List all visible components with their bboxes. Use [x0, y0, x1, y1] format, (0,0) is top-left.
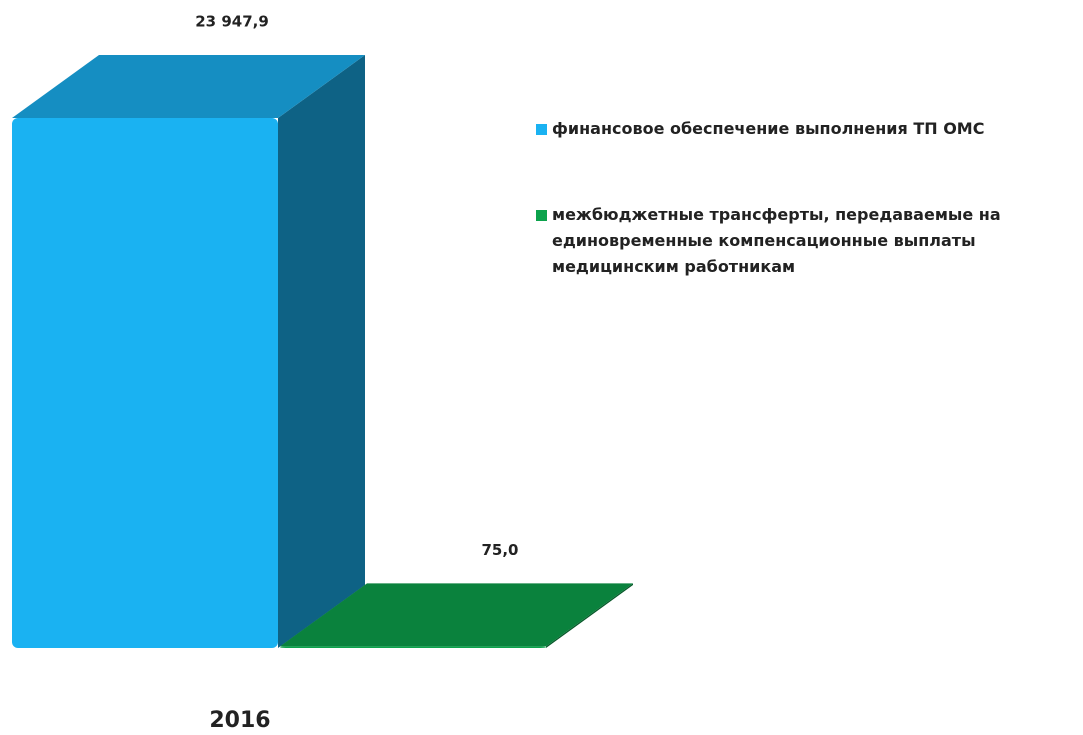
- legend-label: межбюджетные трансферты, передаваемые на…: [552, 205, 1001, 276]
- legend-label: финансовое обеспечение выполнения ТП ОМС: [552, 119, 985, 138]
- legend-swatch: [536, 210, 547, 221]
- legend-swatch: [536, 124, 547, 135]
- bar-top: [280, 583, 633, 647]
- x-tick-label: 2016: [209, 708, 270, 733]
- bar: [280, 646, 546, 648]
- data-label: 75,0: [481, 541, 518, 559]
- bar-side: [278, 55, 365, 648]
- legend: финансовое обеспечение выполнения ТП ОМС…: [536, 116, 1076, 340]
- legend-item: финансовое обеспечение выполнения ТП ОМС: [536, 116, 1076, 142]
- bar-top: [12, 55, 365, 118]
- data-label: 23 947,9: [195, 13, 269, 31]
- legend-item: межбюджетные трансферты, передаваемые на…: [536, 202, 1076, 280]
- bar: [12, 118, 278, 648]
- bar-side: [546, 583, 633, 648]
